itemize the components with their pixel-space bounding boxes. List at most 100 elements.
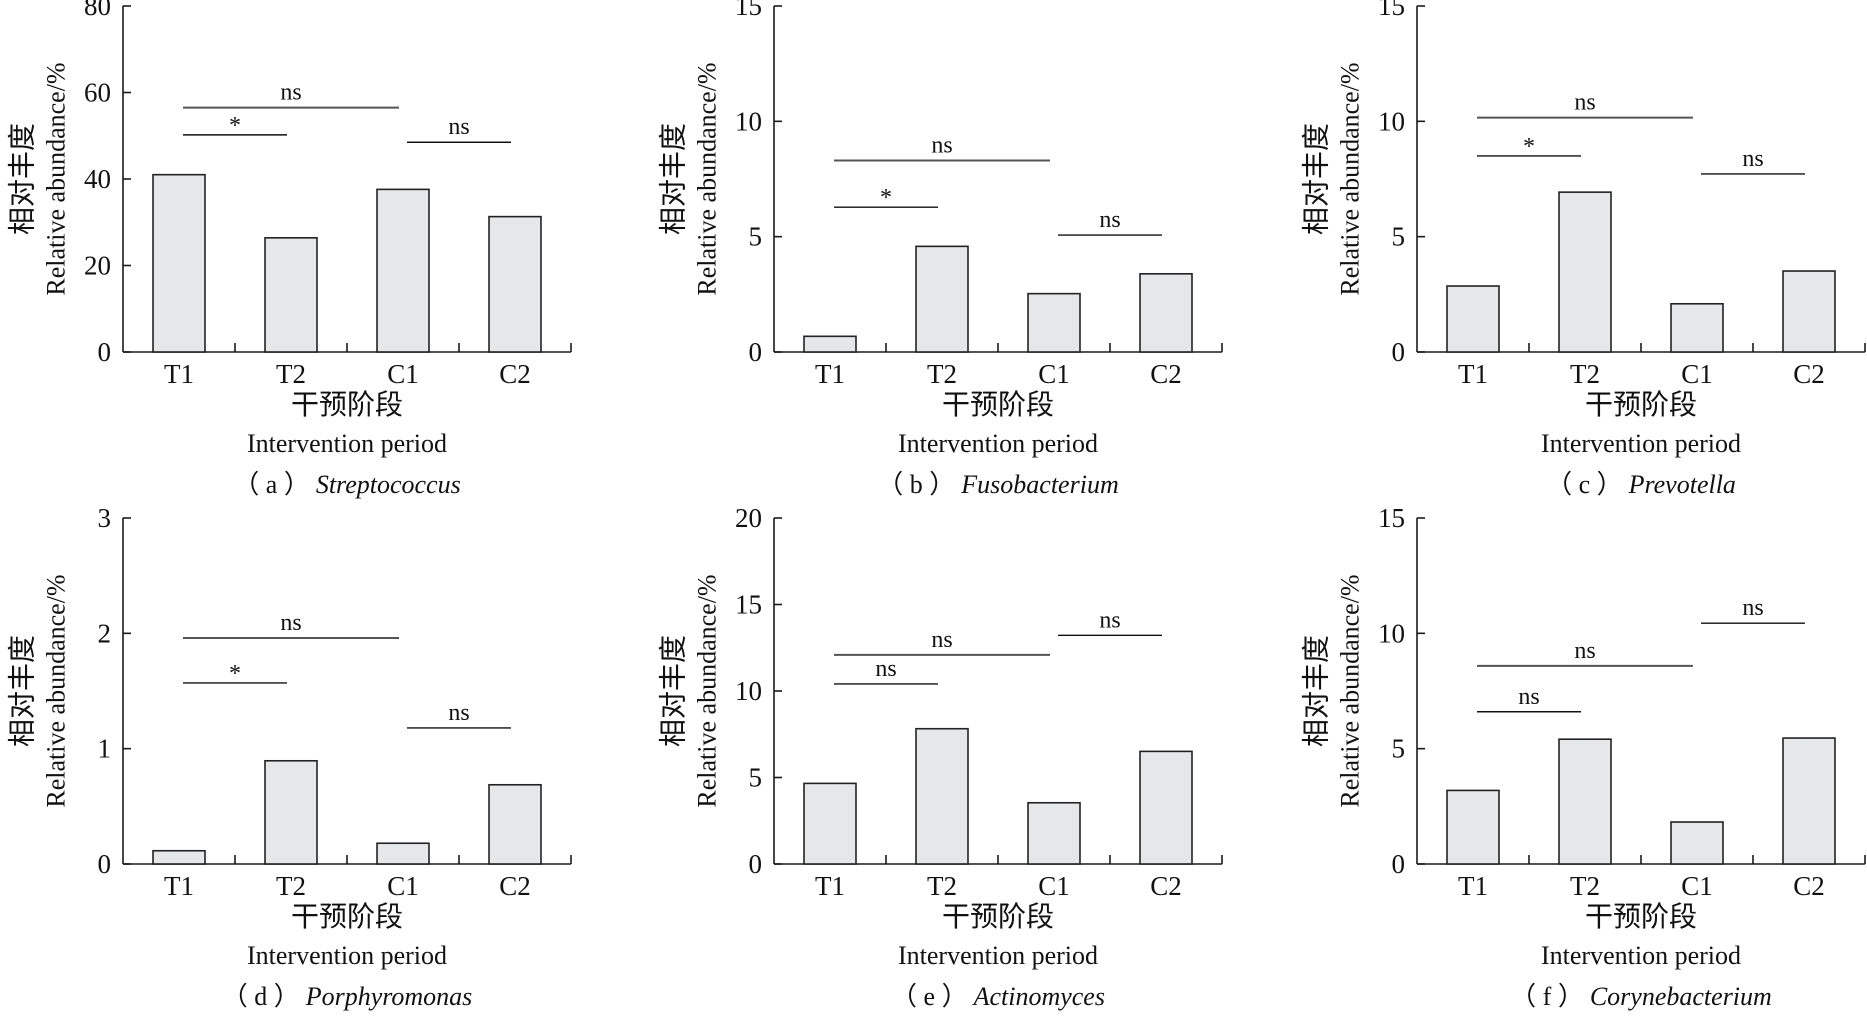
chart-panel-d: 0 1 2 3 T1 T2 C1 C2 ns * ns 相对丰度 Relative abundance/… <box>7 503 572 1011</box>
x-tick-label: T2 <box>1570 359 1600 389</box>
y-tick-label: 10 <box>735 106 762 136</box>
y-tick-label: 60 <box>84 78 111 108</box>
x-tick-label: T1 <box>1458 359 1488 389</box>
y-tick-label: 5 <box>749 222 763 252</box>
y-tick-label: 5 <box>1392 734 1406 764</box>
significance-label: ns <box>1574 638 1595 664</box>
x-axis-title: Intervention period <box>898 429 1098 458</box>
x-tick-label: C2 <box>1150 871 1182 901</box>
significance-label: ns <box>280 80 301 106</box>
bar-t2 <box>1558 191 1612 353</box>
x-axis-title: Intervention period <box>1541 429 1741 458</box>
bar-c2 <box>488 215 542 353</box>
x-tick-label: C1 <box>387 359 419 389</box>
x-tick-label: C2 <box>1793 359 1825 389</box>
x-axis-title-cn: 干预阶段 <box>942 389 1054 421</box>
x-tick-label: T2 <box>927 359 957 389</box>
y-tick-label: 2 <box>98 618 112 648</box>
y-tick-label: 10 <box>1378 106 1405 136</box>
bar-t1 <box>1446 789 1500 865</box>
caption-prefix: （ d ） <box>222 982 300 1011</box>
x-axis-title: Intervention period <box>247 941 447 970</box>
bar-c1 <box>376 842 430 865</box>
x-tick-label: C1 <box>387 871 419 901</box>
bar-t2 <box>264 759 318 865</box>
significance-label: ns <box>448 114 469 140</box>
x-tick-label: C2 <box>1793 871 1825 901</box>
caption-prefix: （ b ） <box>877 470 955 499</box>
y-axis-title-cn: 相对丰度 <box>1301 635 1333 747</box>
panel-caption: （ a ） Streptococcus <box>233 470 460 499</box>
significance-label: ns <box>1742 146 1763 172</box>
x-tick-label: C2 <box>499 359 531 389</box>
significance-label: ns <box>1099 207 1120 233</box>
x-tick-label: C1 <box>1038 359 1070 389</box>
y-tick-label: 0 <box>749 849 763 879</box>
bar-t1 <box>1446 285 1500 353</box>
x-tick-label: C2 <box>1150 359 1182 389</box>
caption-prefix: （ a ） <box>233 470 310 499</box>
caption-genus: Actinomyces <box>972 982 1105 1011</box>
bar-t1 <box>152 849 206 865</box>
y-axis-title-cn: 相对丰度 <box>658 635 690 747</box>
x-axis-title: Intervention period <box>1541 941 1741 970</box>
bar-c1 <box>376 188 430 353</box>
chart-panel-f: 0 5 10 15 T1 T2 C1 C2 ns ns ns 相对丰度 Relative abundan… <box>1301 503 1866 1011</box>
bar-t2 <box>915 727 969 865</box>
y-tick-label: 15 <box>1378 503 1405 533</box>
x-tick-label: C1 <box>1038 871 1070 901</box>
x-tick-label: C2 <box>499 871 531 901</box>
x-axis-title-cn: 干预阶段 <box>291 389 403 421</box>
x-tick-label: T1 <box>1458 871 1488 901</box>
y-tick-label: 40 <box>84 164 111 194</box>
caption-genus: Prevotella <box>1628 470 1736 499</box>
caption-prefix: （ f ） <box>1510 982 1584 1011</box>
caption-genus: Corynebacterium <box>1590 982 1772 1011</box>
bar-c2 <box>1782 737 1836 865</box>
y-axis-title: Relative abundance/% <box>693 574 722 807</box>
x-axis-title: Intervention period <box>247 429 447 458</box>
significance-label: * <box>880 185 892 211</box>
x-tick-label: T1 <box>164 359 194 389</box>
significance-label: ns <box>875 656 896 682</box>
significance-label: ns <box>931 627 952 653</box>
caption-prefix: （ c ） <box>1546 470 1623 499</box>
panel-caption: （ f ） Corynebacterium <box>1510 982 1772 1011</box>
caption-prefix: （ e ） <box>891 982 968 1011</box>
y-axis-title: Relative abundance/% <box>1336 574 1365 807</box>
y-axis-title: Relative abundance/% <box>42 62 71 295</box>
caption-genus: Porphyromonas <box>305 982 473 1011</box>
y-axis-title: Relative abundance/% <box>42 574 71 807</box>
significance-label: ns <box>1518 684 1539 710</box>
x-tick-label: T2 <box>1570 871 1600 901</box>
y-axis-title-cn: 相对丰度 <box>1301 123 1333 235</box>
x-axis-title: Intervention period <box>898 941 1098 970</box>
x-tick-label: T2 <box>927 871 957 901</box>
x-axis-title-cn: 干预阶段 <box>291 901 403 933</box>
x-tick-label: C1 <box>1681 871 1713 901</box>
y-tick-label: 15 <box>735 0 762 21</box>
y-tick-label: 10 <box>735 676 762 706</box>
bar-c2 <box>488 783 542 865</box>
y-tick-label: 80 <box>84 0 111 21</box>
bar-c1 <box>1027 801 1081 865</box>
y-axis-title: Relative abundance/% <box>1336 62 1365 295</box>
bar-t2 <box>264 237 318 353</box>
panel-caption: （ e ） Actinomyces <box>891 982 1105 1011</box>
x-axis-title-cn: 干预阶段 <box>942 901 1054 933</box>
y-tick-label: 20 <box>84 251 111 281</box>
panel-caption: （ d ） Porphyromonas <box>222 982 473 1011</box>
bar-c1 <box>1027 292 1081 353</box>
bar-c1 <box>1670 302 1724 353</box>
y-tick-label: 15 <box>735 590 762 620</box>
bar-t1 <box>803 782 857 865</box>
bar-t2 <box>915 245 969 353</box>
y-axis-title: Relative abundance/% <box>693 62 722 295</box>
x-tick-label: T2 <box>276 871 306 901</box>
y-tick-label: 0 <box>1392 849 1406 879</box>
x-axis-title-cn: 干预阶段 <box>1585 389 1697 421</box>
x-tick-label: C1 <box>1681 359 1713 389</box>
x-tick-label: T1 <box>164 871 194 901</box>
y-tick-label: 0 <box>749 337 763 367</box>
